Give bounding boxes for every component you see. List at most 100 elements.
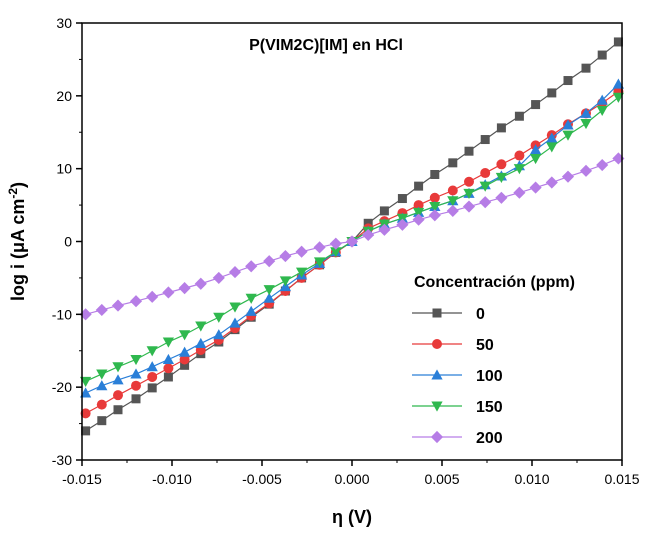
data-point (464, 176, 474, 187)
y-tick-label: -20 (52, 379, 72, 395)
legend-label: 0 (476, 306, 485, 323)
data-point (429, 192, 440, 203)
data-point (113, 405, 123, 415)
data-point (96, 399, 107, 410)
data-point (146, 290, 159, 303)
legend-item: 150 (412, 399, 503, 416)
data-point (378, 223, 391, 236)
y-tick-label: 10 (56, 161, 72, 177)
x-tick-label: -0.010 (152, 471, 192, 487)
x-axis-title: η (V) (332, 507, 372, 527)
data-point (562, 130, 574, 141)
data-point (562, 119, 574, 130)
data-point (413, 200, 424, 211)
y-tick-label: 30 (56, 15, 72, 31)
data-point (480, 135, 490, 145)
data-point (162, 286, 175, 299)
data-point (295, 245, 308, 258)
legend-item: 50 (412, 337, 494, 354)
data-point (111, 299, 125, 312)
y-tick-label: -10 (52, 306, 72, 322)
data-point (79, 376, 92, 387)
data-point (313, 257, 326, 268)
data-point (580, 107, 592, 118)
x-tick-label: 0.010 (514, 471, 549, 487)
data-point (112, 374, 124, 385)
data-point (547, 88, 557, 98)
data-point (330, 247, 342, 258)
legend-label: 200 (476, 430, 503, 447)
data-point (345, 235, 359, 248)
legend-title: Concentración (ppm) (414, 274, 575, 291)
data-point (597, 50, 607, 60)
y-axis-ticks: -30 -20 -10 0 10 20 30 (52, 15, 82, 468)
y-axis-title: log i (μA cm-2) (6, 182, 28, 301)
chart-title: P(VIM2C)[IM] en HCl (249, 37, 403, 54)
data-point (81, 426, 91, 436)
data-point (162, 337, 175, 348)
data-point (463, 188, 475, 200)
data-point (596, 94, 608, 105)
y-tick-label: 0 (64, 234, 72, 250)
x-tick-label: 0.015 (604, 471, 639, 487)
x-tick-label: -0.005 (242, 471, 282, 487)
legend-item: 0 (412, 306, 485, 323)
data-point (514, 111, 524, 121)
data-point (213, 312, 225, 323)
data-point (113, 390, 123, 401)
y-tick-label: -30 (52, 452, 72, 468)
data-point (462, 200, 476, 213)
data-point (131, 394, 141, 404)
data-point (496, 123, 506, 133)
data-point (147, 371, 158, 382)
data-point (495, 191, 508, 204)
data-point (245, 260, 258, 273)
data-point (179, 354, 190, 365)
series-50 (80, 86, 624, 419)
data-point (228, 266, 242, 279)
data-point (178, 282, 191, 295)
data-point (163, 372, 173, 382)
data-point (263, 285, 275, 296)
data-point (112, 362, 124, 373)
data-point (428, 209, 441, 222)
legend-item: 100 (412, 368, 503, 385)
legend-marker (430, 430, 444, 444)
data-point (546, 132, 558, 143)
data-point (229, 317, 241, 328)
data-point (429, 202, 441, 213)
data-point (612, 152, 625, 165)
data-point (162, 353, 175, 364)
data-point (412, 213, 425, 226)
data-point (397, 194, 407, 204)
legend: Concentración (ppm) 0 50 100 150 200 (412, 274, 575, 447)
data-point (163, 363, 174, 374)
data-point (245, 293, 257, 304)
data-point (363, 218, 373, 228)
data-point (146, 346, 158, 357)
data-point (563, 76, 573, 86)
data-point (446, 204, 459, 217)
data-point (329, 237, 342, 250)
data-point (129, 295, 143, 308)
data-point (195, 337, 207, 348)
data-point (579, 164, 593, 177)
data-point (212, 271, 225, 284)
legend-marker (432, 308, 442, 318)
legend-item: 200 (412, 430, 503, 447)
data-point (546, 142, 558, 153)
data-point (245, 305, 257, 316)
data-point (263, 292, 275, 303)
data-point (613, 37, 623, 47)
data-point (430, 169, 440, 179)
y-axis-title-end: ) (8, 182, 28, 188)
data-point (448, 158, 458, 168)
series-layer (79, 37, 625, 436)
data-point (514, 150, 525, 161)
data-point (529, 153, 542, 165)
data-point (612, 78, 625, 89)
data-point (464, 146, 474, 156)
data-point (313, 241, 326, 254)
data-point (580, 119, 592, 130)
data-point (581, 63, 591, 73)
